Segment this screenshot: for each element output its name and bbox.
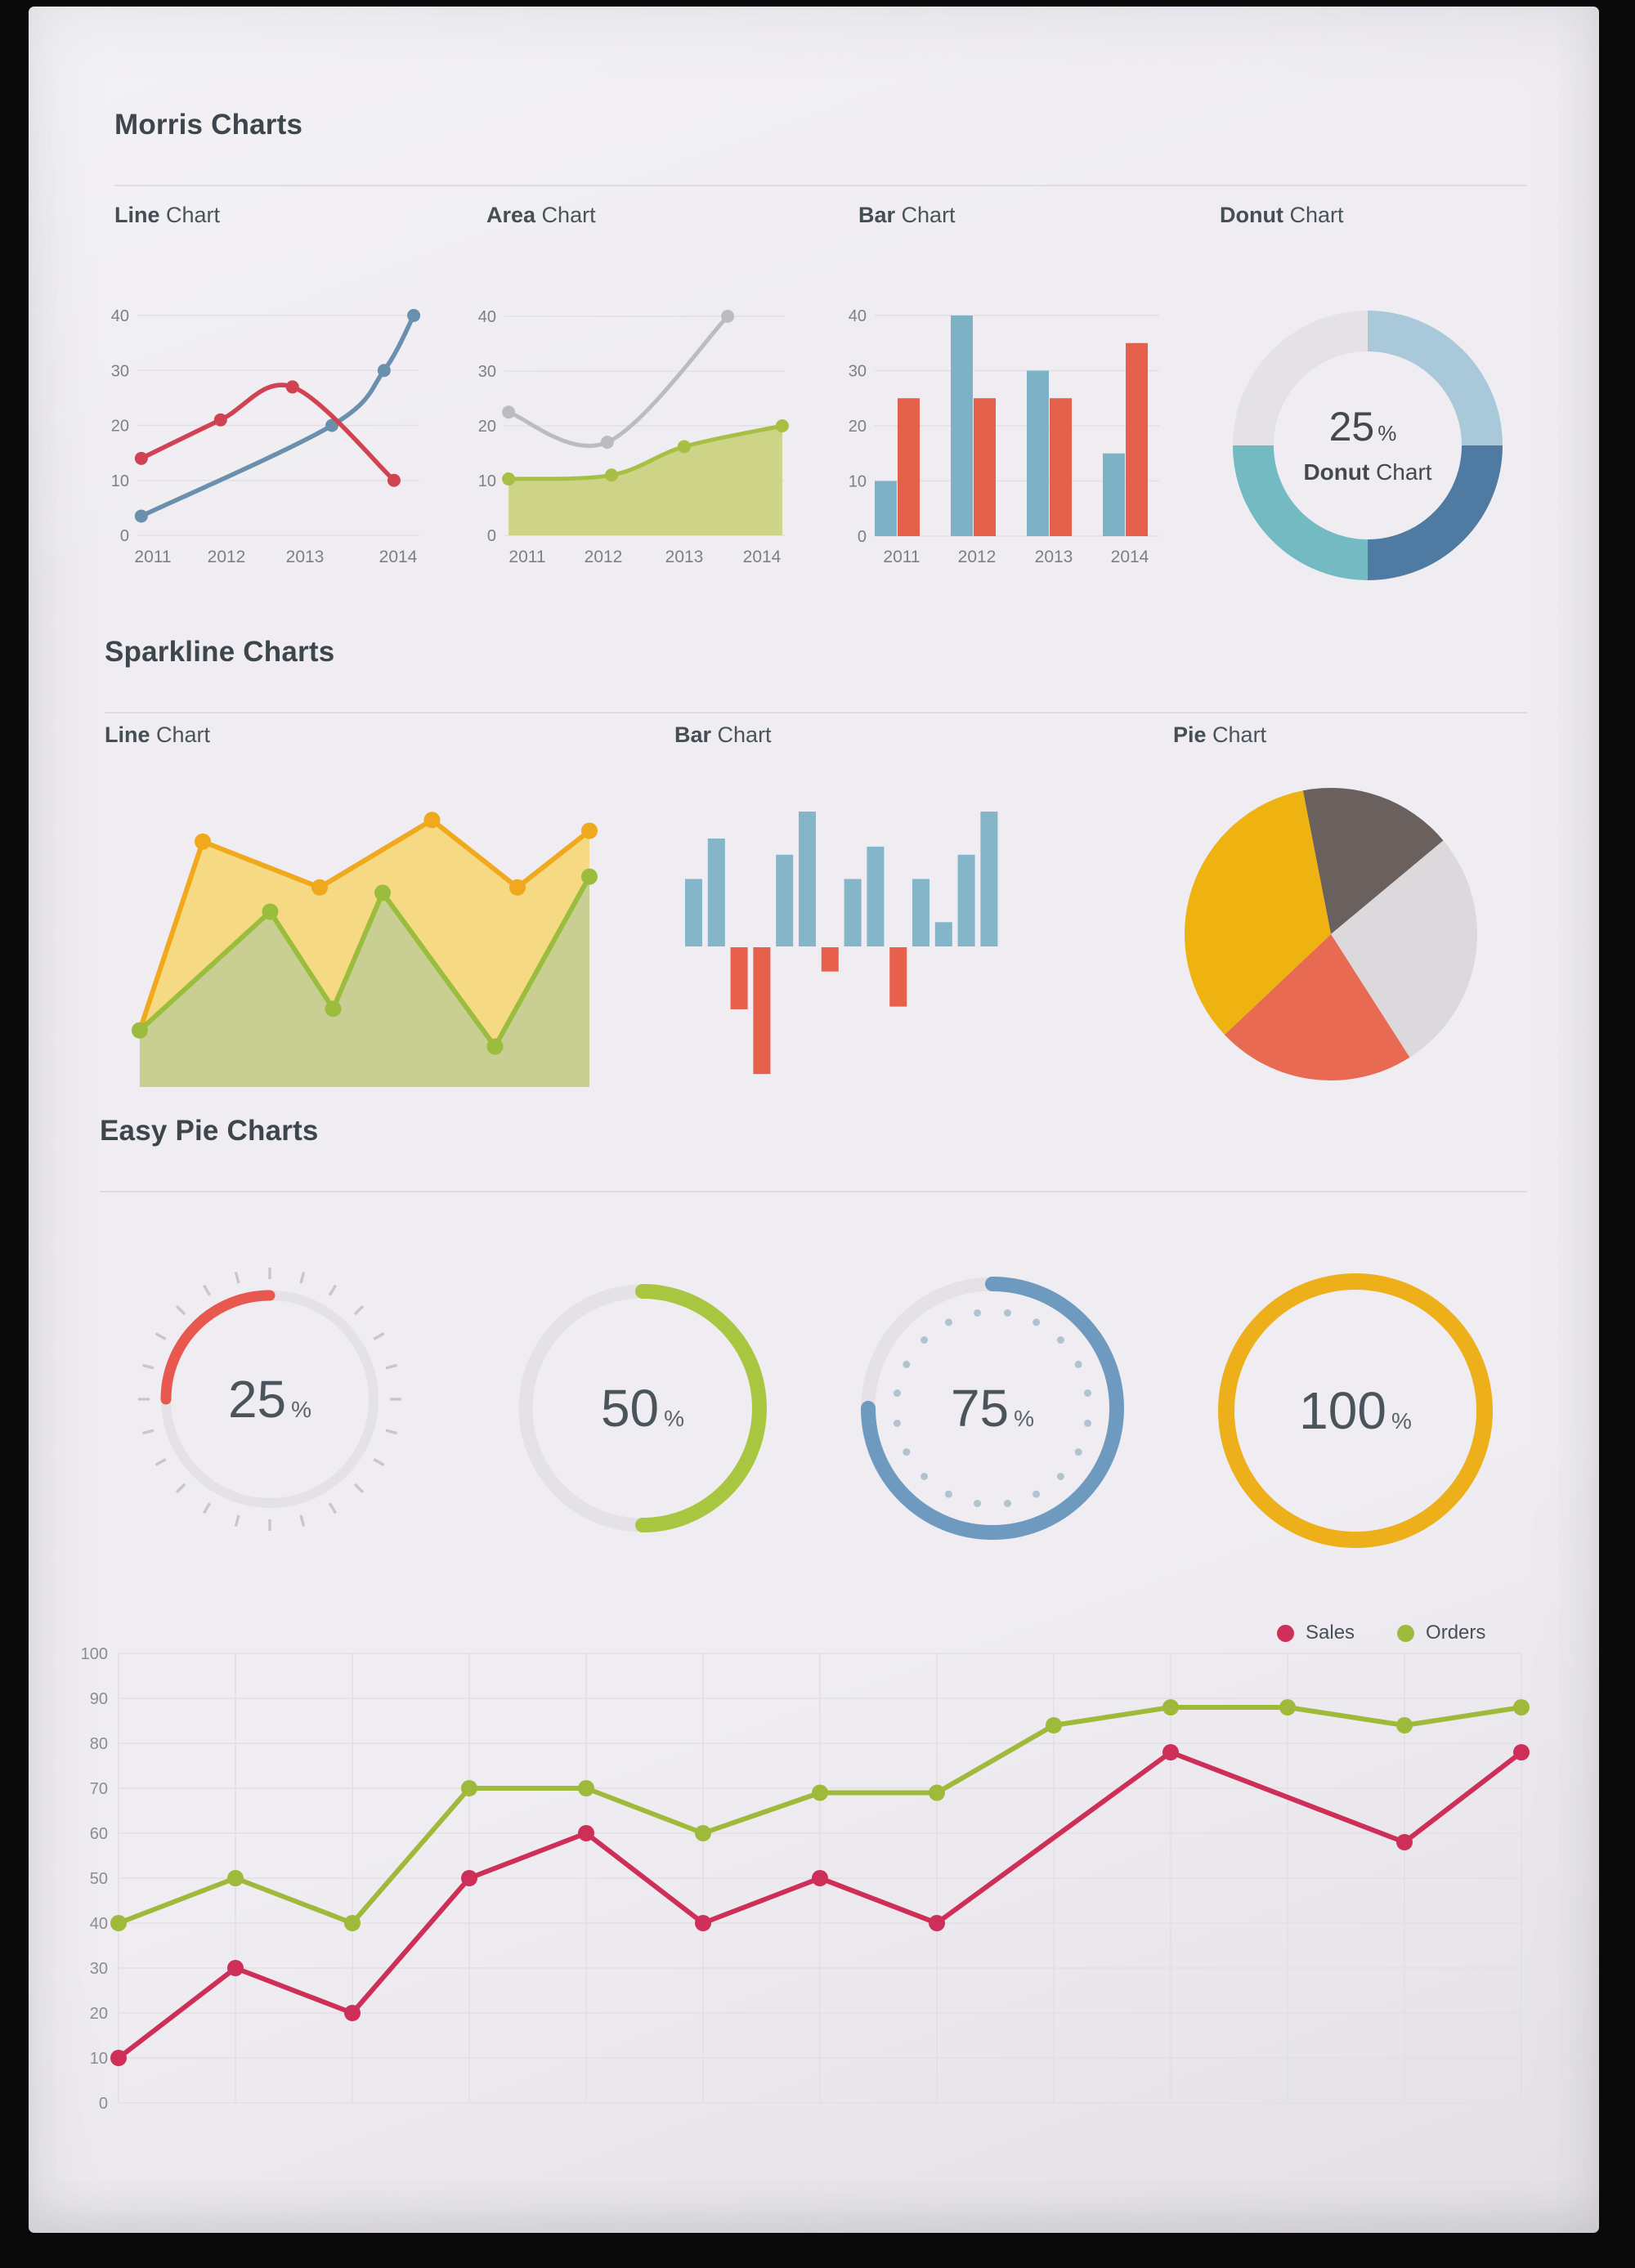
svg-text:20: 20 bbox=[849, 418, 867, 436]
sales-dot-icon bbox=[1277, 1624, 1294, 1642]
section-title-sparkline: Sparkline Charts bbox=[105, 636, 335, 668]
svg-text:30: 30 bbox=[111, 362, 129, 380]
subtitle-morris-line: Line Chart bbox=[114, 203, 220, 228]
svg-text:25%: 25% bbox=[228, 1370, 311, 1429]
svg-text:20: 20 bbox=[111, 418, 129, 436]
svg-text:10: 10 bbox=[111, 472, 129, 490]
svg-text:10: 10 bbox=[849, 473, 867, 491]
divider bbox=[105, 712, 1527, 714]
svg-text:10: 10 bbox=[90, 2050, 108, 2068]
svg-text:30: 30 bbox=[478, 363, 496, 381]
subtitle-bold: Bar bbox=[858, 203, 896, 227]
svg-text:2012: 2012 bbox=[208, 548, 246, 566]
subtitle-spark-bar: Bar Chart bbox=[674, 722, 772, 748]
svg-text:40: 40 bbox=[849, 307, 867, 325]
svg-text:0: 0 bbox=[487, 527, 496, 545]
easy-pie-25: 25% bbox=[138, 1268, 401, 1531]
legend-label: Orders bbox=[1426, 1622, 1486, 1644]
svg-text:60: 60 bbox=[90, 1825, 108, 1843]
morris-bar-chart: 40 30 20 10 0 2011 2012 2013 2014 bbox=[849, 307, 1159, 566]
svg-text:2014: 2014 bbox=[743, 548, 782, 566]
subtitle-morris-area: Area Chart bbox=[486, 203, 596, 228]
subtitle-rest: Chart bbox=[1206, 722, 1267, 747]
svg-text:10: 10 bbox=[478, 472, 496, 490]
subtitle-spark-pie: Pie Chart bbox=[1173, 722, 1266, 748]
subtitle-spark-line: Line Chart bbox=[105, 722, 210, 748]
svg-text:2011: 2011 bbox=[883, 548, 920, 566]
legend-item-sales: Sales bbox=[1277, 1622, 1355, 1644]
subtitle-morris-bar: Bar Chart bbox=[858, 203, 956, 228]
easy-pie-50: 50% bbox=[518, 1284, 767, 1532]
subtitle-bold: Line bbox=[114, 203, 160, 227]
svg-text:2014: 2014 bbox=[379, 548, 418, 566]
svg-text:40: 40 bbox=[90, 1915, 108, 1933]
sparkline-bar-chart bbox=[685, 812, 998, 1075]
svg-text:2012: 2012 bbox=[585, 548, 623, 566]
subtitle-morris-donut: Donut Chart bbox=[1220, 203, 1344, 228]
subtitle-rest: Chart bbox=[150, 722, 211, 747]
svg-text:40: 40 bbox=[478, 308, 496, 326]
flot-legend: Sales Orders bbox=[1277, 1622, 1485, 1644]
svg-text:2011: 2011 bbox=[134, 548, 171, 566]
svg-text:25%: 25% bbox=[1329, 404, 1397, 450]
svg-text:30: 30 bbox=[90, 1960, 108, 1978]
sparkline-pie-chart bbox=[1185, 788, 1477, 1080]
subtitle-rest: Chart bbox=[711, 722, 772, 747]
svg-text:100: 100 bbox=[81, 1645, 108, 1663]
legend-item-orders: Orders bbox=[1397, 1622, 1485, 1644]
subtitle-bold: Line bbox=[105, 722, 150, 747]
section-title-easypie: Easy Pie Charts bbox=[100, 1115, 319, 1147]
divider bbox=[100, 1191, 1527, 1192]
svg-text:20: 20 bbox=[478, 418, 496, 436]
svg-text:2014: 2014 bbox=[1111, 548, 1149, 566]
svg-text:40: 40 bbox=[111, 307, 129, 325]
subtitle-bold: Pie bbox=[1173, 722, 1207, 747]
svg-text:70: 70 bbox=[90, 1780, 108, 1798]
svg-text:2012: 2012 bbox=[958, 548, 997, 566]
subtitle-bold: Bar bbox=[674, 722, 712, 747]
svg-text:0: 0 bbox=[120, 527, 129, 545]
svg-text:2013: 2013 bbox=[286, 548, 325, 566]
svg-text:100%: 100% bbox=[1299, 1381, 1412, 1440]
easy-pie-100: 100% bbox=[1218, 1273, 1493, 1548]
svg-text:80: 80 bbox=[90, 1735, 108, 1753]
paper bbox=[29, 7, 1599, 2233]
subtitle-rest: Chart bbox=[895, 203, 956, 227]
morris-area-chart: 40 30 20 10 0 2011 2012 2013 2014 bbox=[478, 308, 789, 566]
morris-line-chart: 40 30 20 10 0 2011 2012 2013 2014 bbox=[111, 307, 421, 566]
subtitle-bold: Donut bbox=[1220, 203, 1283, 227]
orders-dot-icon bbox=[1397, 1624, 1415, 1642]
easy-pie-75: 75% bbox=[861, 1277, 1124, 1540]
svg-text:50%: 50% bbox=[601, 1379, 684, 1438]
svg-text:20: 20 bbox=[90, 2005, 108, 2023]
subtitle-rest: Chart bbox=[1283, 203, 1344, 227]
svg-text:2011: 2011 bbox=[508, 548, 545, 566]
subtitle-rest: Chart bbox=[535, 203, 596, 227]
divider bbox=[114, 185, 1527, 186]
svg-text:Donut Chart: Donut Chart bbox=[1303, 459, 1431, 485]
subtitle-bold: Area bbox=[486, 203, 536, 227]
svg-text:0: 0 bbox=[858, 528, 867, 546]
section-title-morris: Morris Charts bbox=[114, 109, 303, 141]
subtitle-rest: Chart bbox=[159, 203, 221, 227]
svg-text:30: 30 bbox=[849, 363, 867, 381]
legend-label: Sales bbox=[1306, 1622, 1355, 1644]
svg-text:2013: 2013 bbox=[1035, 548, 1073, 566]
morris-donut-chart: 25 % Donut Chart bbox=[1233, 311, 1503, 580]
sparkline-line-chart bbox=[132, 812, 598, 1087]
svg-text:0: 0 bbox=[99, 2095, 108, 2113]
svg-text:50: 50 bbox=[90, 1870, 108, 1888]
svg-text:90: 90 bbox=[90, 1690, 108, 1708]
svg-text:75%: 75% bbox=[951, 1379, 1034, 1438]
svg-text:2013: 2013 bbox=[665, 548, 704, 566]
